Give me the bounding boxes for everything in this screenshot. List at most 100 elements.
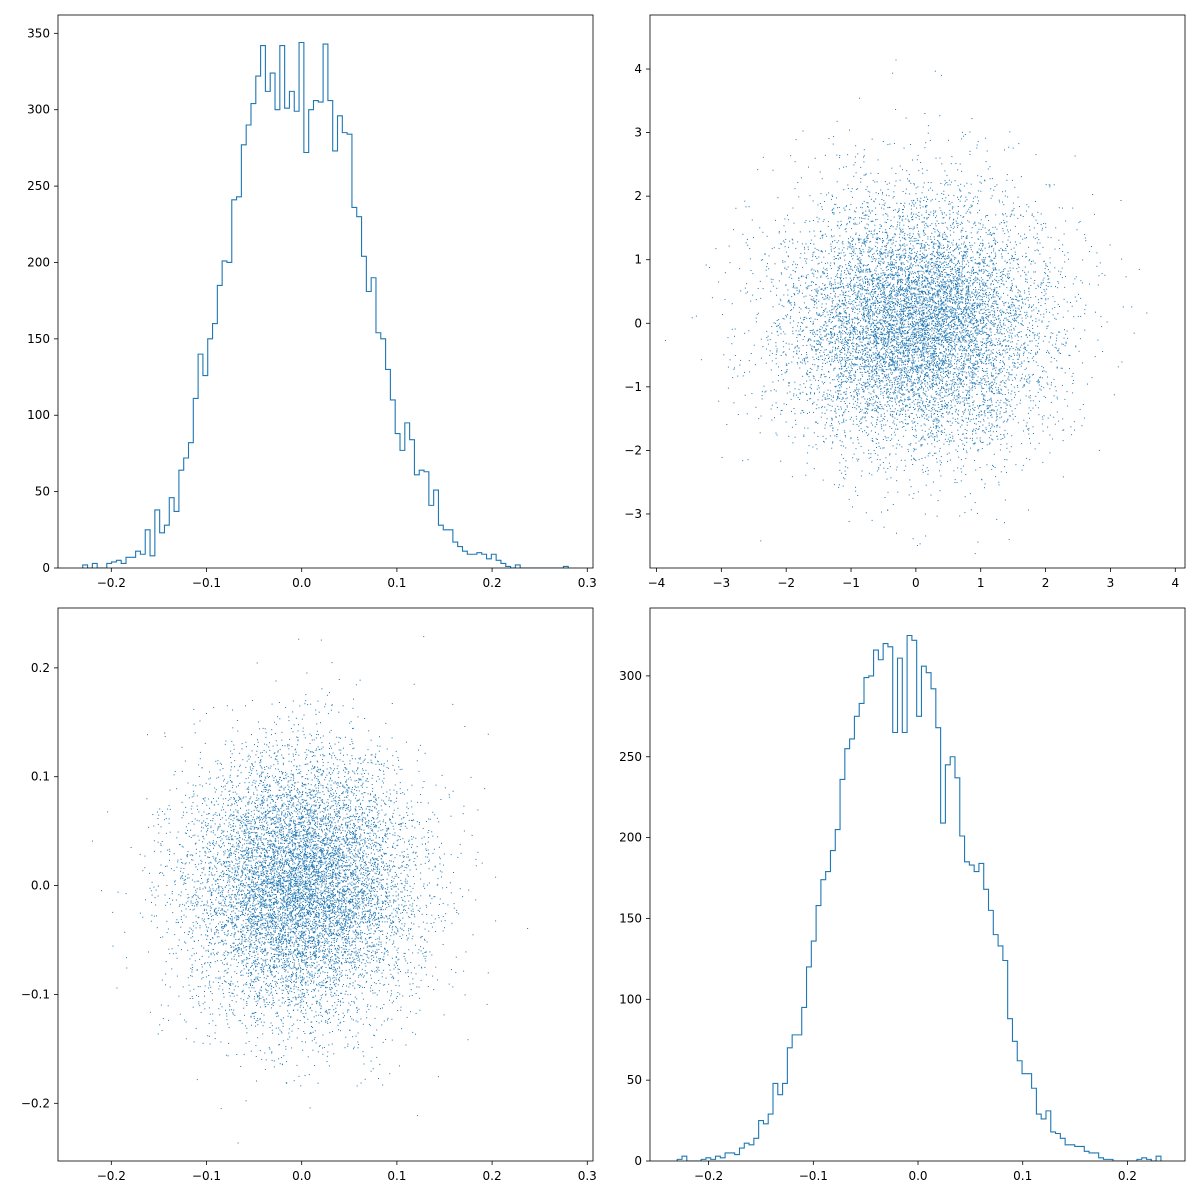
scatter-point [903,316,904,317]
scatter-point [933,321,934,322]
scatter-point [927,219,928,220]
scatter-point [966,442,967,443]
scatter-point [936,398,937,399]
scatter-point [915,336,916,337]
scatter-point [871,310,872,311]
scatter-point [981,350,982,351]
scatter-point [900,352,901,353]
scatter-point [937,370,938,371]
scatter-point [928,263,929,264]
scatter-point [986,427,987,428]
scatter-point [971,118,972,119]
scatter-point [889,346,890,347]
scatter-point [1085,305,1086,306]
scatter-point [872,362,873,363]
scatter-point [834,262,835,263]
scatter-point [945,358,946,359]
scatter-point [908,332,909,333]
scatter-point [1073,380,1074,381]
scatter-point [1003,293,1004,294]
scatter-point [1121,259,1122,260]
scatter-point [936,317,937,318]
scatter-point [951,384,952,385]
scatter-point [961,459,962,460]
scatter-point [790,310,791,311]
scatter-point [884,297,885,298]
scatter-point [783,318,784,319]
scatter-point [938,306,939,307]
scatter-point [829,317,830,318]
scatter-point [804,360,805,361]
scatter-point [949,311,950,312]
scatter-point [889,323,890,324]
scatter-point [1000,320,1001,321]
scatter-point [855,351,856,352]
scatter-point [769,355,770,356]
scatter-point [903,209,904,210]
scatter-point [798,280,799,281]
scatter-point [1051,286,1052,287]
scatter-point [834,295,835,296]
scatter-point [969,309,970,310]
scatter-point [1038,302,1039,303]
scatter-point [854,306,855,307]
scatter-point [950,252,951,253]
scatter-point [985,317,986,318]
scatter-point [949,180,950,181]
scatter-point [978,377,979,378]
scatter-point [830,351,831,352]
scatter-point [993,325,994,326]
scatter-point [829,341,830,342]
scatter-point [995,227,996,228]
scatter-point [914,449,915,450]
scatter-point [725,299,726,300]
scatter-point [792,327,793,328]
scatter-point [928,360,929,361]
scatter-point [902,343,903,344]
scatter-point [842,323,843,324]
scatter-point [909,180,910,181]
scatter-point [928,348,929,349]
scatter-point [749,360,750,361]
scatter-point [839,360,840,361]
x-tick-label: 0.1 [387,576,406,590]
scatter-point [942,383,943,384]
scatter-point [890,477,891,478]
scatter-point [1026,335,1027,336]
scatter-point [979,280,980,281]
scatter-point [771,390,772,391]
scatter-point [928,328,929,329]
scatter-point [907,353,908,354]
scatter-point [1025,349,1026,350]
scatter-point [824,442,825,443]
scatter-point [921,215,922,216]
scatter-point [855,378,856,379]
scatter-point [988,378,989,379]
scatter-point [905,310,906,311]
scatter-point [940,245,941,246]
scatter-point [838,378,839,379]
scatter-point [825,316,826,317]
scatter-point [945,234,946,235]
scatter-point [892,279,893,280]
scatter-point [944,200,945,201]
scatter-point [957,482,958,483]
scatter-point [1013,258,1014,259]
scatter-point [958,401,959,402]
scatter-point [839,390,840,391]
scatter-point [909,350,910,351]
scatter-point [855,286,856,287]
scatter-point [847,270,848,271]
scatter-point [885,342,886,343]
scatter-point [1067,331,1068,332]
scatter-point [934,313,935,314]
scatter-point [877,411,878,412]
scatter-point [936,428,937,429]
scatter-point [830,293,831,294]
scatter-point [892,355,893,356]
scatter-point [904,306,905,307]
scatter-point [857,256,858,257]
scatter-point [971,270,972,271]
scatter-point [885,257,886,258]
